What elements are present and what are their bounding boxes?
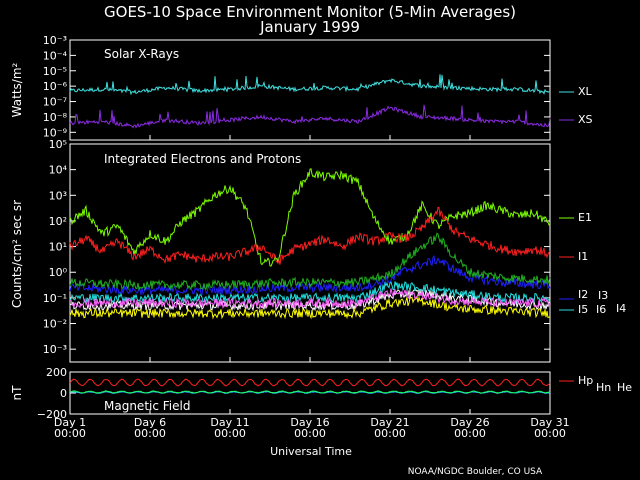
x-tick-time: 00:00 <box>534 427 566 440</box>
y-tick-label: 10⁻³ <box>43 34 67 47</box>
series-line-xl <box>69 74 551 96</box>
legend-he-label: He <box>617 381 632 394</box>
x-tick-time: 00:00 <box>294 427 326 440</box>
y-tick-label: 10⁻⁶ <box>43 80 68 93</box>
x-tick-label: Day 26 <box>450 416 489 429</box>
series-line-i5 <box>69 281 551 304</box>
x-tick-label: Day 16 <box>290 416 329 429</box>
y-tick-label: 10² <box>49 215 67 228</box>
y-tick-label: 10¹ <box>49 241 67 254</box>
x-tick-label: Day 11 <box>210 416 249 429</box>
x-tick-label: Day 31 <box>530 416 569 429</box>
particle-ylabel: Counts/cm² sec sr <box>10 200 24 308</box>
legend-i1-label: I1 <box>578 250 588 263</box>
y-tick-label: 10⁻² <box>43 318 67 331</box>
y-tick-label: 10⁰ <box>49 266 68 279</box>
magnetic-ylabel: nT <box>10 385 24 401</box>
y-tick-label: 10⁻⁸ <box>43 111 68 124</box>
y-tick-label: 10³ <box>49 189 67 202</box>
series-line-i6 <box>69 295 551 320</box>
plot-series <box>69 74 551 394</box>
x-axis-label: Universal Time <box>270 445 352 458</box>
particle-panel-title: Integrated Electrons and Protons <box>104 152 301 166</box>
series-line-e1 <box>69 168 551 267</box>
x-tick-time: 00:00 <box>374 427 406 440</box>
series-line-hp <box>69 378 551 387</box>
series-line-he <box>69 390 551 394</box>
y-tick-label: 200 <box>46 366 67 379</box>
legend-xl-label: XL <box>578 85 593 98</box>
legend-e1-label: E1 <box>578 211 592 224</box>
y-tick-label: 10⁴ <box>49 164 68 177</box>
credit-text: NOAA/NGDC Boulder, CO USA <box>408 467 543 477</box>
y-tick-label: 10⁵ <box>49 138 67 151</box>
series-line-i2 <box>69 254 551 296</box>
series-line-i3 <box>69 232 551 292</box>
magnetic-panel-title: Magnetic Field <box>104 399 190 413</box>
series-line-i7 <box>69 288 551 310</box>
series-line-xs <box>69 104 551 129</box>
chart-title: GOES-10 Space Environment Monitor (5-Min… <box>104 3 516 21</box>
x-tick-time: 00:00 <box>454 427 486 440</box>
x-tick-label: Day 6 <box>134 416 166 429</box>
y-tick-label: 10⁻¹ <box>43 292 67 305</box>
y-tick-label: 10⁻⁴ <box>43 49 68 62</box>
y-tick-label: 10⁻⁵ <box>43 65 67 78</box>
legend-hp-label: Hp <box>578 374 593 387</box>
x-tick-time: 00:00 <box>54 427 86 440</box>
legend-i2-label: I2 <box>578 288 588 301</box>
legend-i3-label: I3 <box>598 289 608 302</box>
y-tick-label: 10⁻⁷ <box>43 96 67 109</box>
legend-i5-label: I5 <box>578 303 588 316</box>
x-tick-time: 00:00 <box>134 427 166 440</box>
xray-ylabel: Watts/m² <box>10 62 24 117</box>
xray-panel-title: Solar X-Rays <box>104 47 179 61</box>
x-tick-label: Day 21 <box>370 416 409 429</box>
chart-subtitle: January 1999 <box>259 18 360 36</box>
y-tick-label: −200 <box>37 408 67 421</box>
y-tick-label: 10⁻⁹ <box>43 126 67 139</box>
legend-hn-label: Hn <box>596 381 611 394</box>
x-tick-label: Day 1 <box>54 416 86 429</box>
legend-xs-label: XS <box>578 113 593 126</box>
y-tick-label: 0 <box>60 387 67 400</box>
legend: XL XS E1 I1 I2 I3 I5 I6 I4 Hp Hn He <box>559 85 632 394</box>
legend-i4-label: I4 <box>616 302 626 315</box>
legend-i6-label: I6 <box>596 303 606 316</box>
y-tick-label: 10⁻³ <box>43 343 67 356</box>
x-tick-time: 00:00 <box>214 427 246 440</box>
series-line-i1 <box>69 206 551 265</box>
